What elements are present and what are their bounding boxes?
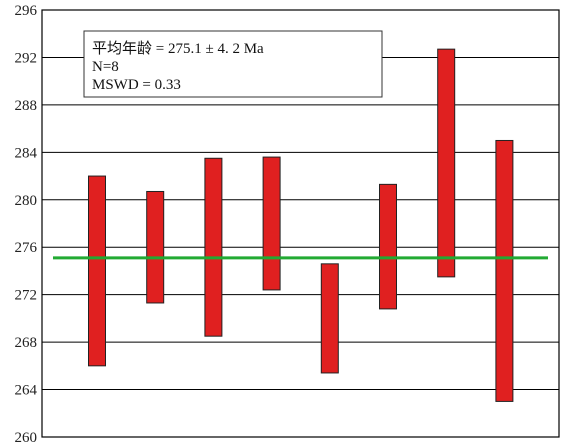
- age-bar-5: [320, 263, 339, 374]
- y-tick-label: 276: [15, 240, 38, 256]
- mswd-text: MSWD = 0.33: [92, 77, 181, 93]
- y-axis-ticks: 260 264 268 272 276 280 284 288 292 296: [15, 3, 38, 446]
- y-tick-label: 280: [15, 193, 38, 209]
- y-tick-label: 292: [15, 50, 38, 66]
- y-tick-label: 272: [15, 288, 38, 304]
- y-tick-label: 288: [15, 98, 38, 114]
- y-tick-label: 296: [15, 3, 38, 19]
- y-tick-label: 284: [15, 145, 38, 161]
- y-tick-label: 268: [15, 335, 38, 351]
- mean-age-text: 平均年龄 = 275.1 ± 4. 2 Ma: [92, 40, 264, 57]
- annotation-box: 平均年龄 = 275.1 ± 4. 2 Ma N=8 MSWD = 0.33: [83, 30, 383, 98]
- age-bar-4: [262, 156, 281, 291]
- age-bar-8: [495, 139, 514, 402]
- age-bar-3: [204, 157, 223, 337]
- n-text: N=8: [92, 59, 119, 75]
- age-bar-7: [437, 48, 456, 278]
- age-bar-6: [379, 183, 397, 310]
- y-tick-label: 264: [15, 383, 38, 399]
- age-bar-2: [146, 190, 165, 304]
- y-tick-label: 260: [15, 430, 38, 446]
- plot-frame: [41, 9, 560, 438]
- age-bar-1: [88, 175, 106, 367]
- age-bars: [88, 48, 514, 402]
